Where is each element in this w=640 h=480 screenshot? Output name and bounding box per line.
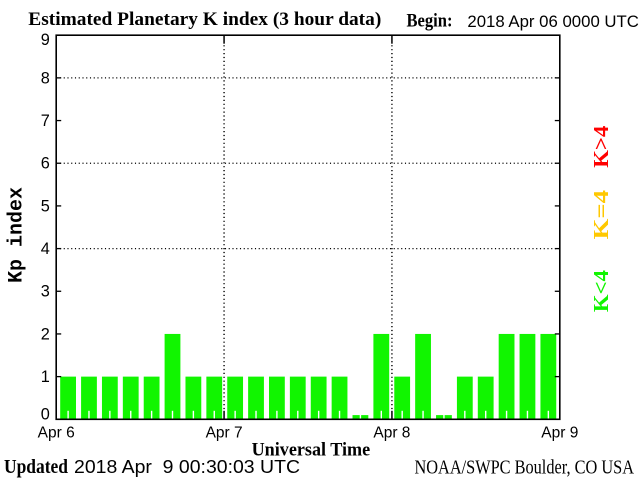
svg-text:5: 5 [41, 197, 50, 215]
svg-text:Apr 7: Apr 7 [206, 424, 243, 441]
svg-text:Apr 9: Apr 9 [541, 424, 578, 441]
svg-text:1: 1 [41, 368, 50, 386]
svg-text:K>4: K>4 [589, 125, 613, 168]
svg-text:Apr 6: Apr 6 [38, 424, 75, 441]
svg-text:Begin:: Begin: [407, 11, 453, 32]
svg-text:7: 7 [41, 112, 50, 130]
svg-text:3: 3 [41, 283, 50, 301]
svg-text:K<4: K<4 [589, 270, 613, 313]
svg-text:8: 8 [41, 69, 50, 87]
svg-text:NOAA/SWPC Boulder, CO USA: NOAA/SWPC Boulder, CO USA [415, 456, 635, 478]
svg-text:Universal Time: Universal Time [252, 439, 371, 460]
svg-text:Kp index: Kp index [6, 187, 29, 283]
svg-text:Estimated Planetary K index (3: Estimated Planetary K index (3 hour data… [28, 9, 381, 30]
svg-text:2: 2 [41, 325, 50, 343]
svg-text:4: 4 [41, 240, 50, 258]
svg-text:K=4: K=4 [589, 189, 613, 239]
svg-text:9: 9 [41, 31, 50, 49]
svg-text:Apr 8: Apr 8 [373, 424, 410, 441]
svg-text:Updated: Updated [4, 456, 68, 478]
svg-text:2018 Apr 9 00:30:03 UTC: 2018 Apr 9 00:30:03 UTC [74, 457, 300, 477]
svg-text:0: 0 [41, 406, 50, 424]
svg-text:2018 Apr 06 0000 UTC: 2018 Apr 06 0000 UTC [467, 13, 639, 31]
svg-text:6: 6 [41, 155, 50, 173]
